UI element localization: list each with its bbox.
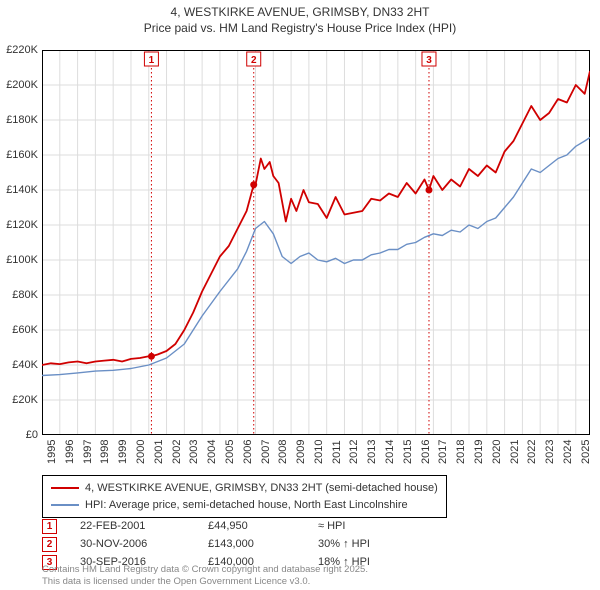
- x-tick-label: 2007: [260, 440, 272, 464]
- y-tick-label: £220K: [6, 44, 38, 56]
- y-tick-label: £40K: [12, 359, 38, 371]
- x-tick-label: 2009: [295, 440, 307, 464]
- x-tick-label: 2000: [135, 440, 147, 464]
- legend-row: 4, WESTKIRKE AVENUE, GRIMSBY, DN33 2HT (…: [51, 480, 438, 497]
- footer-attribution: Contains HM Land Registry data © Crown c…: [42, 564, 368, 588]
- x-tick-label: 2002: [171, 440, 183, 464]
- x-tick-label: 2025: [580, 440, 592, 464]
- x-tick-label: 2018: [455, 440, 467, 464]
- x-tick-label: 2012: [348, 440, 360, 464]
- y-tick-label: £60K: [12, 324, 38, 336]
- chart-area: 1 2 3: [42, 50, 590, 435]
- svg-text:1: 1: [149, 55, 155, 66]
- x-tick-label: 1997: [82, 440, 94, 464]
- sale-delta: ≈ HPI: [318, 520, 418, 532]
- title-line2: Price paid vs. HM Land Registry's House …: [0, 20, 600, 36]
- y-tick-label: £160K: [6, 149, 38, 161]
- title-line1: 4, WESTKIRKE AVENUE, GRIMSBY, DN33 2HT: [0, 4, 600, 20]
- svg-text:2: 2: [251, 55, 257, 66]
- x-tick-label: 2022: [526, 440, 538, 464]
- x-tick-label: 2001: [153, 440, 165, 464]
- x-tick-label: 2021: [509, 440, 521, 464]
- x-tick-label: 2006: [242, 440, 254, 464]
- sale-date: 22-FEB-2001: [80, 520, 208, 532]
- sale-price: £143,000: [208, 538, 318, 550]
- x-tick-label: 1995: [46, 440, 58, 464]
- footer-line2: This data is licensed under the Open Gov…: [42, 576, 368, 588]
- x-tick-label: 2015: [402, 440, 414, 464]
- y-axis-labels: £0£20K£40K£60K£80K£100K£120K£140K£160K£1…: [0, 50, 40, 435]
- x-tick-label: 2020: [491, 440, 503, 464]
- legend-label: 4, WESTKIRKE AVENUE, GRIMSBY, DN33 2HT (…: [85, 480, 438, 497]
- x-tick-label: 2024: [562, 440, 574, 464]
- legend-swatch: [51, 504, 79, 506]
- x-tick-label: 2011: [331, 440, 343, 464]
- y-tick-label: £0: [26, 429, 38, 441]
- sale-price: £44,950: [208, 520, 318, 532]
- chart-title-block: 4, WESTKIRKE AVENUE, GRIMSBY, DN33 2HT P…: [0, 0, 600, 36]
- x-tick-label: 2014: [384, 440, 396, 464]
- x-tick-label: 2016: [420, 440, 432, 464]
- sale-marker-box: 1: [42, 519, 57, 534]
- sale-row: 2 30-NOV-2006£143,00030% ↑ HPI: [42, 536, 418, 552]
- x-axis-labels: 1995 1996 1997 1998 1999 2000 2001 2002 2003 2004…: [42, 436, 590, 470]
- x-tick-label: 2004: [206, 440, 218, 464]
- y-tick-label: £100K: [6, 254, 38, 266]
- legend-row: HPI: Average price, semi-detached house,…: [51, 497, 438, 514]
- x-tick-label: 2017: [437, 440, 449, 464]
- x-tick-label: 1998: [99, 440, 111, 464]
- x-tick-label: 1996: [64, 440, 76, 464]
- x-tick-label: 2005: [224, 440, 236, 464]
- y-tick-label: £200K: [6, 79, 38, 91]
- sale-row: 1 22-FEB-2001£44,950≈ HPI: [42, 518, 418, 534]
- x-tick-label: 1999: [117, 440, 129, 464]
- sale-delta: 30% ↑ HPI: [318, 538, 418, 550]
- y-tick-label: £120K: [6, 219, 38, 231]
- y-tick-label: £140K: [6, 184, 38, 196]
- legend-label: HPI: Average price, semi-detached house,…: [85, 497, 408, 514]
- x-tick-label: 2013: [366, 440, 378, 464]
- x-tick-label: 2010: [313, 440, 325, 464]
- x-tick-label: 2023: [544, 440, 556, 464]
- y-tick-label: £80K: [12, 289, 38, 301]
- y-tick-label: £180K: [6, 114, 38, 126]
- x-tick-label: 2008: [277, 440, 289, 464]
- sale-date: 30-NOV-2006: [80, 538, 208, 550]
- legend: 4, WESTKIRKE AVENUE, GRIMSBY, DN33 2HT (…: [42, 475, 447, 518]
- svg-text:3: 3: [426, 55, 432, 66]
- y-tick-label: £20K: [12, 394, 38, 406]
- x-tick-label: 2019: [473, 440, 485, 464]
- legend-swatch: [51, 487, 79, 489]
- sale-marker-box: 2: [42, 537, 57, 552]
- footer-line1: Contains HM Land Registry data © Crown c…: [42, 564, 368, 576]
- x-tick-label: 2003: [188, 440, 200, 464]
